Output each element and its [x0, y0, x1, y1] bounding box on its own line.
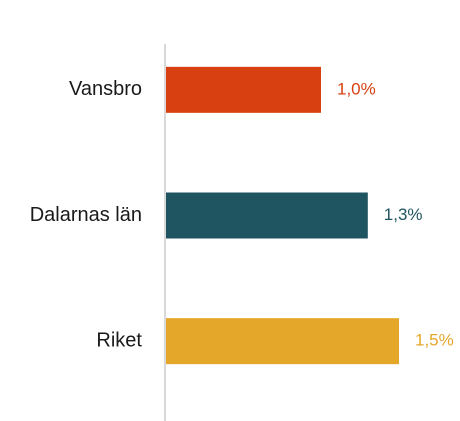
value-label: 1,5% [415, 331, 454, 350]
category-label: Dalarnas län [30, 204, 142, 226]
bar [165, 66, 321, 113]
bar [165, 192, 368, 239]
value-label: 1,3% [384, 205, 423, 224]
bar [165, 318, 399, 365]
category-label: Vansbro [69, 78, 142, 100]
category-label: Riket [96, 329, 142, 351]
value-label: 1,0% [337, 79, 376, 98]
